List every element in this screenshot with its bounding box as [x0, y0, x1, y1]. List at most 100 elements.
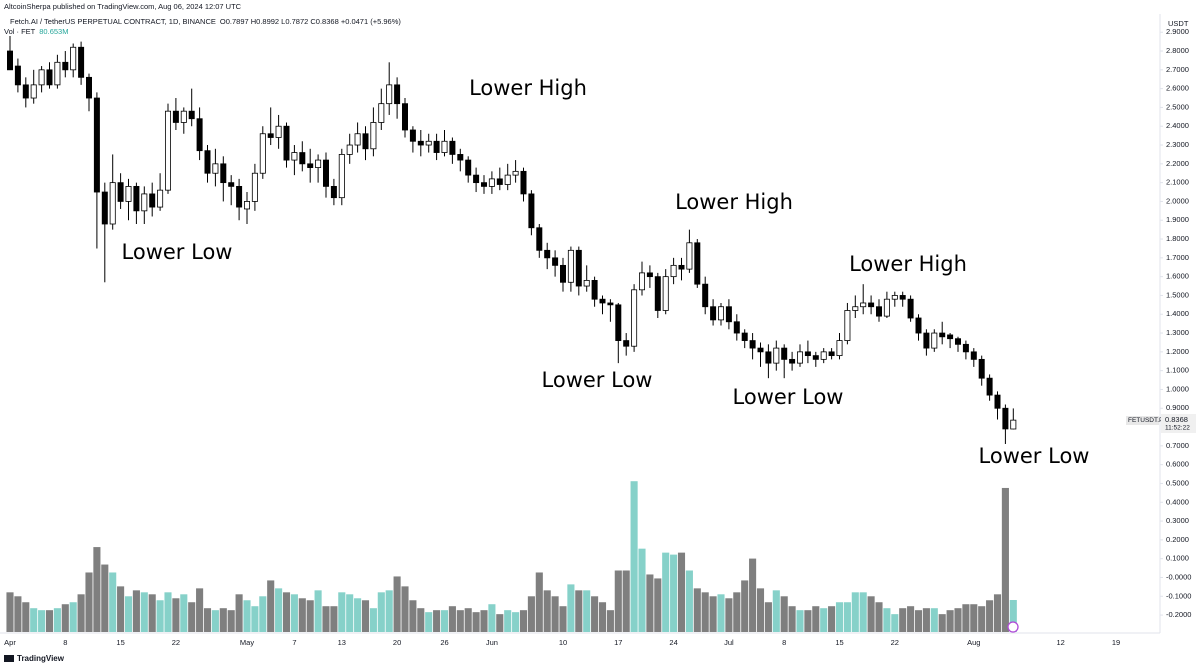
candle-body: [678, 264, 685, 270]
volume-bar: [346, 594, 354, 632]
volume-bar: [504, 610, 512, 632]
candle-body: [820, 351, 827, 360]
footer-logo: [4, 655, 14, 662]
volume-bar: [164, 592, 172, 632]
y-tick-label: 1.6000: [1166, 272, 1189, 281]
x-tick-label: Jul: [724, 638, 734, 647]
volume-bar: [788, 606, 796, 632]
y-tick-label: 1.2000: [1166, 347, 1189, 356]
y-tick-label: 0.7000: [1166, 441, 1189, 450]
volume-bar: [804, 610, 812, 632]
candle-body: [14, 65, 21, 86]
volume-bar: [196, 588, 204, 632]
candle-body: [623, 340, 630, 347]
candle-body: [125, 185, 132, 202]
candle-body: [560, 264, 567, 283]
volume-bar: [298, 598, 306, 632]
candle-body: [141, 193, 148, 212]
volume-bar: [433, 610, 441, 632]
candle-body: [378, 103, 385, 123]
candle-body: [196, 118, 203, 152]
candle-body: [654, 276, 661, 311]
y-tick-label: 1.9000: [1166, 215, 1189, 224]
volume-bar: [472, 612, 480, 632]
candle-body: [496, 178, 503, 185]
volume-bar: [456, 610, 464, 632]
ohlc-text: O0.7897 H0.8992 L0.7872 C0.8368 +0.0471 …: [220, 17, 401, 26]
volume-bar: [156, 600, 164, 632]
volume-bar: [512, 612, 520, 632]
candle-body: [330, 185, 337, 199]
candle-body: [220, 163, 227, 184]
candle-body: [117, 182, 124, 202]
volume-bar: [567, 584, 575, 632]
volume-bar: [180, 594, 188, 632]
candle-body: [283, 125, 290, 161]
candle-body: [725, 306, 732, 323]
candle-body: [876, 306, 883, 317]
y-tick-label: 0.2000: [1166, 535, 1189, 544]
candle-body: [488, 178, 495, 187]
y-tick-label: 0.4000: [1166, 497, 1189, 506]
volume-bar: [938, 614, 946, 632]
candle-body: [228, 182, 235, 187]
candle-body: [259, 133, 266, 174]
volume-bar: [69, 602, 77, 632]
candle-body: [441, 140, 448, 153]
candle-body: [1010, 419, 1017, 430]
symbol-tag-box: [1126, 416, 1159, 425]
volume-bar: [614, 570, 622, 632]
candle-body: [346, 144, 353, 155]
symbol-tag: FETUSDT.P: [1128, 417, 1163, 424]
x-tick-label: 24: [669, 638, 677, 647]
volume-bar: [259, 596, 267, 632]
candle-body: [172, 110, 179, 123]
volume-bar: [756, 588, 765, 632]
candle-body: [157, 189, 164, 208]
volume-bar: [425, 612, 433, 632]
candle-body: [986, 377, 993, 396]
candle-body: [204, 150, 211, 174]
y-tick-label: -0.2000: [1166, 610, 1191, 619]
volume-bar: [338, 592, 346, 632]
candle-body: [923, 332, 930, 349]
price-tag-box: [1161, 414, 1196, 433]
y-tick-label: 0.6000: [1166, 460, 1189, 469]
candle-body: [955, 338, 962, 345]
volume-bar: [480, 610, 488, 632]
candle-body: [797, 351, 804, 364]
candle-body: [362, 133, 369, 150]
volume-bar: [369, 608, 377, 632]
candle-body: [536, 227, 543, 251]
volume-bar: [527, 596, 535, 632]
volume-bar: [796, 610, 804, 632]
candle-body: [78, 46, 85, 78]
candle-body: [30, 84, 37, 99]
candle-body: [939, 332, 946, 338]
volume-bar: [45, 610, 54, 632]
candle-body: [702, 283, 709, 308]
candle-body: [670, 264, 677, 278]
volume-bar: [124, 596, 133, 632]
candle-body: [62, 61, 69, 71]
candle-body: [994, 394, 1001, 409]
candle-body: [38, 69, 45, 86]
candle-body: [251, 172, 258, 202]
y-tick-label: 2.5000: [1166, 102, 1189, 111]
annotation: Lower Low: [542, 368, 653, 392]
chart-header: Fetch.AI / TetherUS PERPETUAL CONTRACT, …: [10, 17, 401, 26]
y-tick-label: 2.2000: [1166, 159, 1189, 168]
volume-legend: Vol · FET 80.653M: [4, 27, 68, 36]
volume-bar: [1001, 487, 1009, 632]
volume-bar: [867, 596, 875, 632]
x-tick-label: Apr: [4, 638, 16, 647]
candle-body: [425, 140, 432, 146]
candle-body: [457, 154, 464, 161]
candle-body: [789, 358, 796, 364]
y-tick-label: 2.8000: [1166, 46, 1189, 55]
candle-body: [164, 110, 171, 191]
candle-body: [322, 159, 329, 187]
volume-bar: [243, 600, 251, 632]
candle-body: [765, 351, 772, 364]
event-icon: [1007, 621, 1019, 633]
